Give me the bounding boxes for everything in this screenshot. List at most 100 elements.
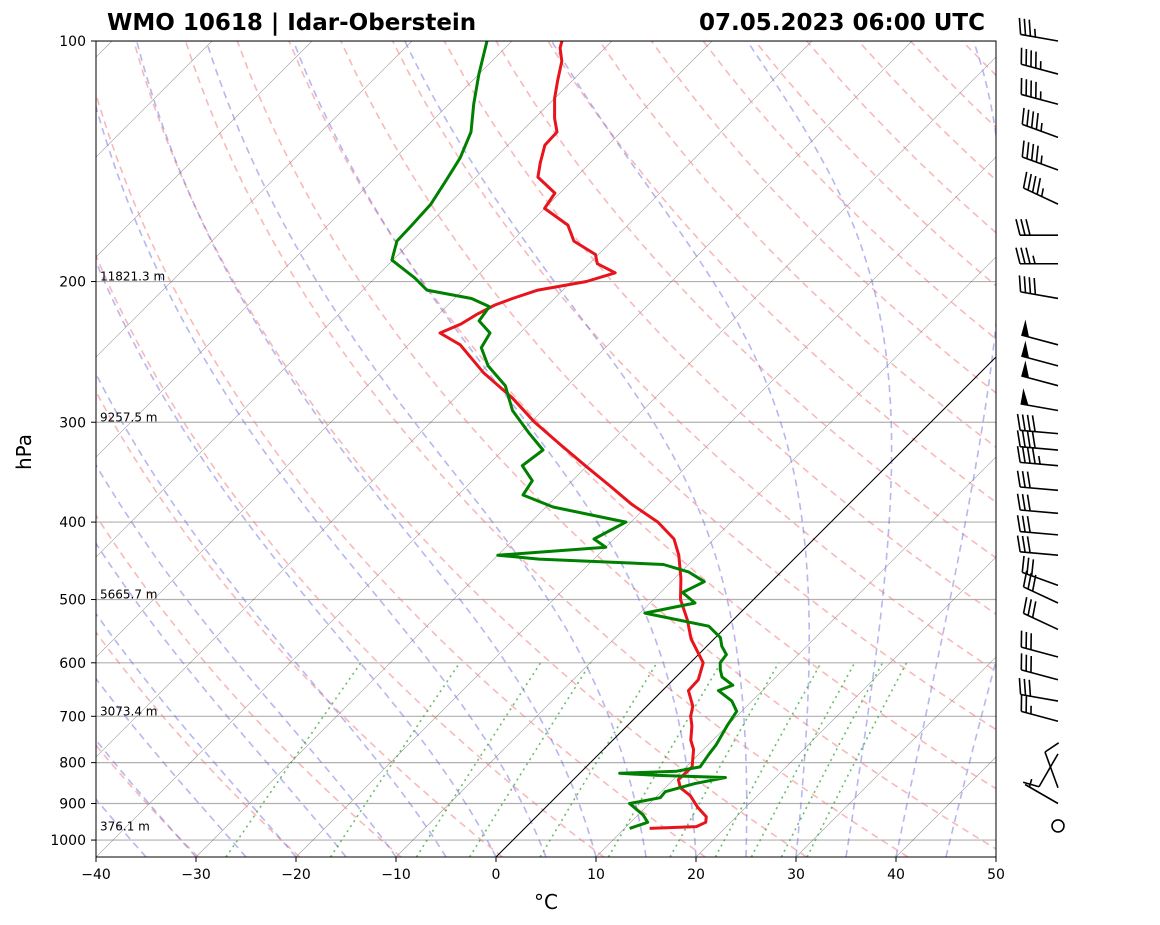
- barb-staff: [1044, 751, 1059, 789]
- wind-barb: [1018, 17, 1059, 42]
- x-tick-label: 20: [687, 867, 705, 883]
- barb-staff: [1021, 63, 1059, 75]
- y-tick-label: 100: [59, 34, 86, 50]
- barb-full-flag: [1026, 446, 1031, 464]
- barb-full-flag: [1026, 471, 1031, 488]
- wind-barb: [1020, 388, 1059, 412]
- isotherm-line: [795, 656, 996, 857]
- barb-staff: [1020, 33, 1059, 42]
- barb-staff: [1021, 669, 1059, 681]
- barb-half-flag: [1032, 255, 1036, 264]
- barb-full-flag: [1026, 516, 1031, 533]
- barb-full-flag: [1021, 446, 1026, 463]
- moist-adiabat: [96, 612, 297, 857]
- barb-full-flag: [1018, 275, 1022, 292]
- barb-full-flag: [1016, 430, 1021, 447]
- barb-full-flag: [1018, 677, 1022, 695]
- wind-barb: [1020, 694, 1059, 722]
- x-tick-label: 30: [787, 867, 805, 883]
- x-axis-ticks: −40 −30 −20 −10 0 10 20 30 40 50: [81, 857, 1005, 883]
- barb-full-flag: [1022, 570, 1028, 588]
- barb-full-flag: [1035, 145, 1039, 163]
- isotherm-line: [96, 41, 613, 558]
- barb-full-flag: [1027, 572, 1033, 590]
- barb-full-flag: [1028, 277, 1032, 294]
- barb-full-flag: [1021, 555, 1025, 573]
- wind-barb: [1020, 653, 1059, 681]
- temperature-profile: [438, 41, 708, 830]
- dry-adiabat: [96, 744, 199, 857]
- barb-half-flag: [1040, 122, 1043, 132]
- barb-staff: [1022, 123, 1059, 139]
- y-tick-label: 200: [59, 275, 86, 291]
- mixing-ratio-line: [714, 662, 822, 857]
- calm-circle: [1051, 819, 1065, 833]
- barb-full-flag: [1026, 142, 1030, 159]
- barb-staff: [1024, 783, 1059, 805]
- wind-barb: [1024, 778, 1059, 805]
- wind-barb: [1020, 47, 1059, 75]
- y-tick-label: 600: [59, 656, 86, 672]
- wind-barb: [1015, 219, 1058, 237]
- y-tick-label: 800: [59, 756, 86, 772]
- barb-full-flag: [1021, 414, 1026, 431]
- barb-full-flag: [1026, 109, 1030, 127]
- dry-adiabat: [96, 514, 402, 857]
- barb-full-flag: [1021, 140, 1025, 158]
- dry-adiabat: [650, 41, 996, 394]
- y-tick-label: 300: [59, 415, 86, 431]
- barb-full-flag: [1031, 431, 1036, 449]
- wind-barb: [1016, 445, 1059, 467]
- barb-full-flag: [1031, 574, 1037, 592]
- height-label: 376.1 m: [100, 819, 150, 833]
- wind-barb: [1020, 630, 1059, 658]
- barb-full-flag: [1022, 781, 1040, 788]
- barb-full-flag: [1027, 173, 1033, 191]
- barb-staff: [1020, 551, 1059, 556]
- barb-staff: [1023, 612, 1059, 631]
- barb-staff: [1020, 291, 1059, 300]
- x-tick-label: −40: [81, 867, 111, 883]
- barb-full-flag: [1020, 219, 1026, 236]
- moist-adiabat: [205, 41, 647, 857]
- mixing-ratio-line: [469, 662, 592, 857]
- barb-full-flag: [1035, 112, 1039, 130]
- wind-barb: [1022, 597, 1059, 631]
- barb-pennant: [1021, 340, 1030, 359]
- barb-full-flag: [1016, 445, 1021, 463]
- barb-full-flag: [1031, 175, 1037, 193]
- y-tick-label: 400: [59, 515, 86, 531]
- barb-full-flag: [1016, 493, 1021, 511]
- dry-adiabat: [132, 41, 808, 857]
- dry-adiabat: [96, 90, 706, 857]
- wind-barb: [1051, 819, 1065, 833]
- isotherm-line: [195, 56, 996, 857]
- zero-isotherm: [495, 356, 996, 857]
- y-tick-label: 1000: [50, 833, 86, 849]
- y-tick-label: 500: [59, 593, 86, 609]
- wind-barb: [1016, 515, 1059, 536]
- barb-full-flag: [1021, 515, 1026, 533]
- plot-frame: [95, 40, 997, 858]
- barb-full-flag: [1028, 679, 1032, 697]
- grid-lines: [96, 41, 996, 857]
- moist-adiabat: [404, 41, 748, 857]
- barb-staff: [1020, 429, 1059, 435]
- height-label: 11821.3 m: [100, 270, 165, 284]
- barb-full-flag: [1026, 431, 1031, 448]
- moist-adiabat: [895, 41, 996, 857]
- y-axis-ticks: 1000 900 800 700 600 500 400 300 200 100: [50, 34, 96, 849]
- barb-staff: [1021, 93, 1059, 106]
- x-axis-label: °C: [534, 890, 558, 914]
- barb-full-flag: [1016, 413, 1021, 431]
- wind-barbs: [1015, 17, 1065, 833]
- barb-staff: [1020, 461, 1059, 467]
- barb-half-flag: [1040, 188, 1045, 197]
- chart-title-left: WMO 10618 | Idar-Oberstein: [107, 10, 476, 36]
- barb-full-flag: [1021, 494, 1026, 511]
- wind-barb: [1021, 360, 1059, 387]
- barb-full-flag: [1021, 107, 1025, 125]
- mixing-ratio-line: [329, 662, 461, 857]
- barb-staff: [1021, 710, 1059, 722]
- wind-barb: [1016, 493, 1059, 515]
